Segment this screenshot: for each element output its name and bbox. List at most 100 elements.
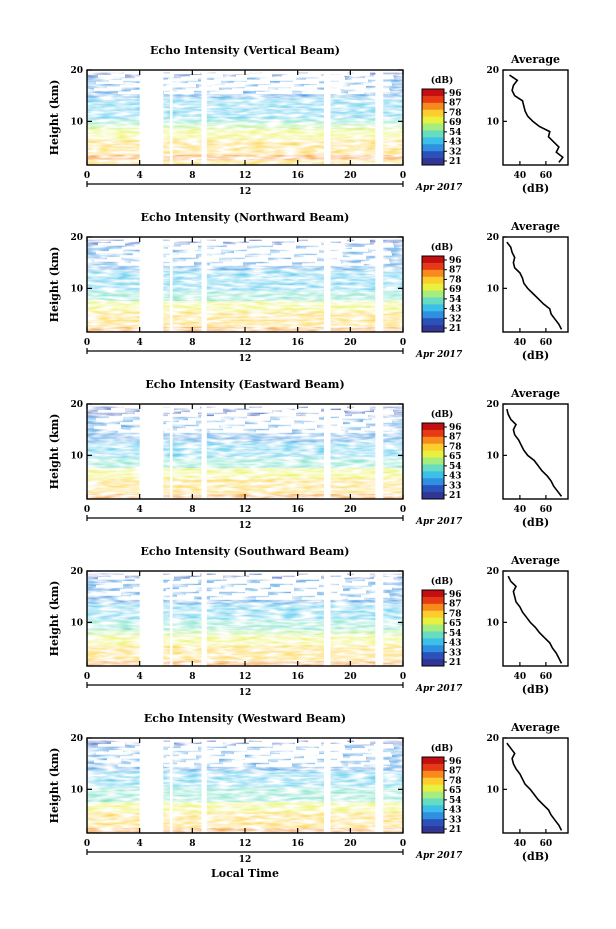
average-x-axis-label: (dB) <box>522 182 549 195</box>
sparse-echo <box>199 257 219 260</box>
average-y-tick-label: 10 <box>486 618 499 628</box>
colorbar-swatch <box>422 318 444 326</box>
colorbar-swatch <box>422 777 444 786</box>
sparse-echo <box>256 764 292 767</box>
heatmap-band <box>87 154 403 160</box>
heatmap-band <box>87 129 403 135</box>
sparse-echo <box>317 70 346 73</box>
sparse-echo <box>319 746 345 749</box>
month-label: Apr 2017 <box>415 517 463 527</box>
sparse-echo <box>247 79 270 83</box>
date-label: 12 <box>239 354 252 364</box>
sparse-echo <box>225 587 245 590</box>
data-gaps <box>139 404 384 499</box>
data-gap <box>139 738 164 833</box>
x-tick-label: 8 <box>189 505 195 515</box>
average-profile-line <box>506 742 563 831</box>
sparse-echo <box>111 408 125 411</box>
sparse-echo <box>87 70 101 73</box>
colorbar-swatch <box>422 485 444 493</box>
heatmap-band <box>87 123 403 130</box>
sparse-echo <box>179 754 196 757</box>
sparse-echo <box>96 81 123 85</box>
heatmap-band <box>87 93 403 99</box>
sparse-echo <box>96 585 123 588</box>
sparse-echo <box>232 426 268 429</box>
sparse-echo <box>282 577 321 580</box>
heatmap-band <box>87 306 403 312</box>
colorbar-tick-label: 43 <box>449 639 462 649</box>
average-x-tick-label: 60 <box>540 338 553 348</box>
sparse-echo <box>96 251 123 254</box>
sparse-echo <box>304 422 343 425</box>
x-tick-label: 12 <box>239 505 252 515</box>
sparse-echo <box>225 237 248 240</box>
sparse-echo <box>234 81 270 85</box>
sparse-echo <box>94 88 121 91</box>
sparse-echo <box>291 424 317 427</box>
y-tick-label: 10 <box>70 618 83 628</box>
sparse-echo <box>223 762 243 765</box>
sparse-echo <box>166 589 196 592</box>
sparse-echo <box>223 428 243 431</box>
heatmap-band <box>87 98 403 104</box>
sparse-echo <box>203 575 223 578</box>
sparse-echo <box>278 593 317 596</box>
data-gap <box>169 571 173 666</box>
sparse-echo <box>199 424 219 427</box>
sparse-echo <box>245 424 268 427</box>
colorbar-tick-label: 33 <box>449 815 462 825</box>
x-tick-label: 0 <box>400 839 406 849</box>
y-tick-label: 10 <box>70 451 83 461</box>
sparse-echo <box>350 84 366 88</box>
sparse-echo <box>291 591 317 594</box>
heatmap-band <box>87 599 403 605</box>
sparse-echo <box>271 754 294 757</box>
colorbar-tick-label: 87 <box>449 767 462 777</box>
heatmap-band <box>87 771 403 777</box>
average-x-tick-label: 60 <box>540 839 553 849</box>
sparse-echo <box>260 247 296 250</box>
date-label: 12 <box>239 688 252 698</box>
sparse-echo <box>280 81 319 85</box>
month-label: Apr 2017 <box>415 350 463 360</box>
colorbar-tick-label: 43 <box>449 305 462 315</box>
colorbar-swatch <box>422 784 444 793</box>
sparse-echo <box>232 593 268 596</box>
average-x-tick-label: 60 <box>540 171 553 181</box>
colorbar-tick-label: 87 <box>449 600 462 610</box>
data-gap <box>324 571 331 666</box>
sparse-echo <box>236 74 272 78</box>
colorbar-tick-label: 43 <box>449 472 462 482</box>
sparse-echo <box>249 73 272 76</box>
colorbar-swatch <box>422 158 444 166</box>
data-gap <box>201 237 207 332</box>
sparse-echo <box>124 239 151 242</box>
sparse-echo <box>234 752 270 755</box>
colorbar-tick-label: 87 <box>449 433 462 443</box>
average-x-axis-label: (dB) <box>522 516 549 529</box>
sparse-echo <box>256 430 292 433</box>
sparse-echo <box>262 573 298 576</box>
heatmap-band <box>87 645 403 651</box>
sparse-echo <box>120 84 147 88</box>
heatmap-band <box>87 817 403 823</box>
colorbar-swatch <box>422 137 444 145</box>
sparse-echo <box>278 760 317 763</box>
x-tick-label: 12 <box>239 839 252 849</box>
sparse-echo <box>247 750 270 753</box>
colorbar-swatch <box>422 812 444 820</box>
colorbar-swatch <box>422 151 444 159</box>
heatmap-band <box>87 427 403 433</box>
heatmap-band <box>87 290 403 297</box>
sparse-echo <box>302 263 341 266</box>
colorbar-frame <box>421 88 445 166</box>
sparse-echo <box>350 422 366 425</box>
heatmap-band <box>87 614 403 620</box>
colorbar-swatch <box>422 478 444 486</box>
sparse-echo <box>203 408 223 411</box>
sparse-echo <box>225 754 245 757</box>
sparse-echo <box>131 428 145 431</box>
sparse-echo <box>280 251 319 254</box>
average-x-tick-label: 40 <box>514 338 527 348</box>
